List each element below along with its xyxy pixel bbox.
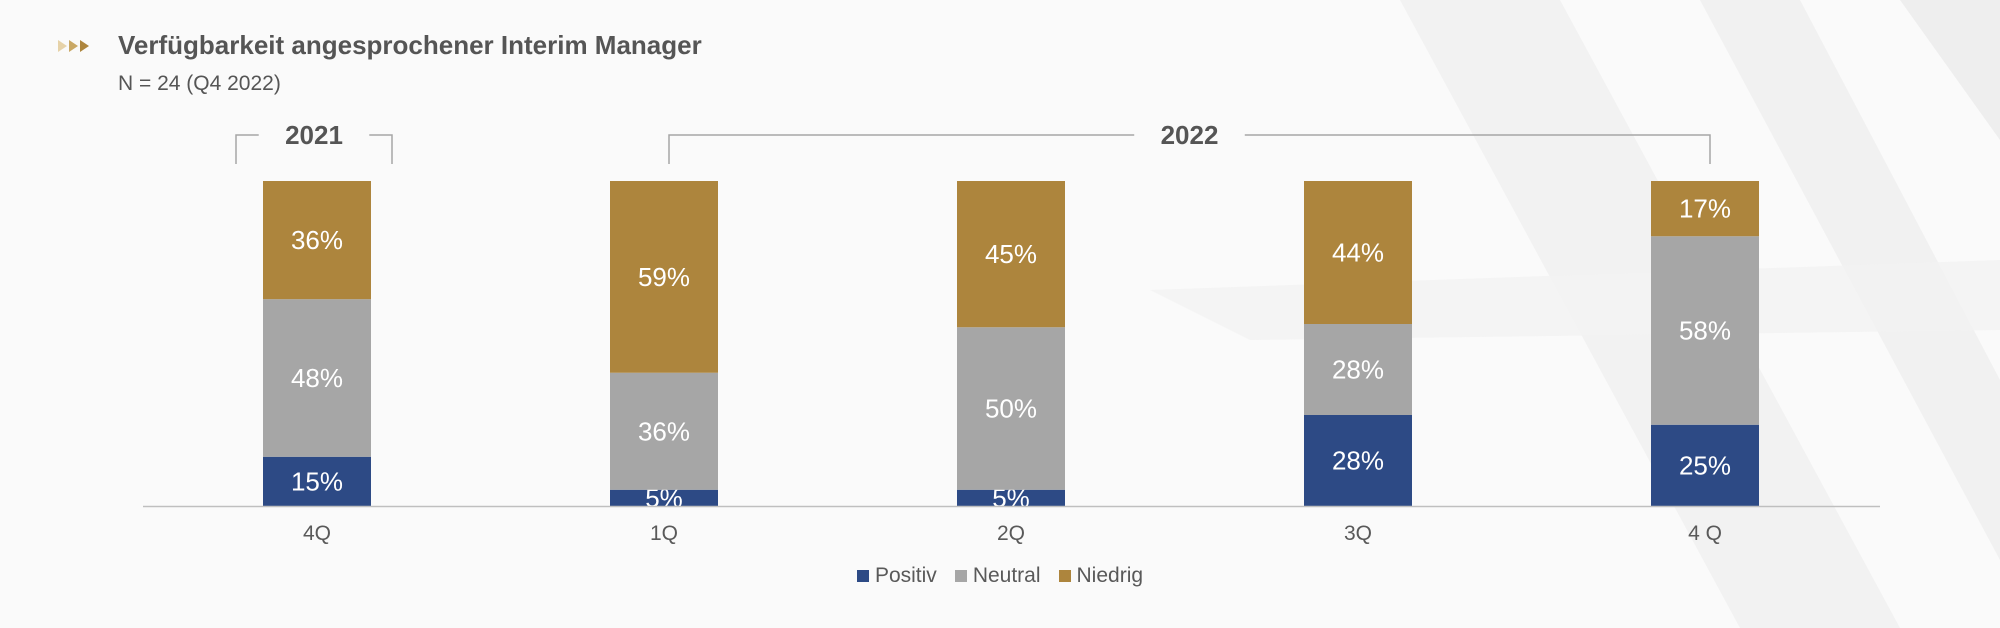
group-bracket-left <box>235 134 259 164</box>
chart-legend: Positiv Neutral Niedrig <box>0 564 2000 588</box>
legend-label: Positiv <box>874 564 937 587</box>
legend-item-niedrig: Niedrig <box>1058 564 1144 588</box>
group-bracket-right <box>369 134 393 164</box>
bar-segment-positiv <box>263 456 371 506</box>
data-label: 36% <box>291 225 343 255</box>
bar-segment-niedrig <box>1304 181 1412 324</box>
data-label: 28% <box>1332 355 1384 385</box>
bar-segment-niedrig <box>610 181 718 373</box>
bar-segment-neutral <box>957 327 1065 490</box>
group-bracket-left <box>668 134 1135 164</box>
data-label: 59% <box>638 262 690 292</box>
data-label: 48% <box>291 363 343 393</box>
legend-swatch <box>1058 570 1071 582</box>
bar-segment-neutral <box>1304 324 1412 415</box>
data-label: 25% <box>1679 450 1731 480</box>
data-label: 15% <box>291 466 343 496</box>
group-label: 2021 <box>285 120 343 150</box>
data-label: 28% <box>1332 446 1384 476</box>
group-label: 2022 <box>1161 120 1219 150</box>
x-tick-label: 1Q <box>650 522 678 545</box>
legend-item-neutral: Neutral <box>954 564 1041 588</box>
bar-segment-positiv <box>610 489 718 506</box>
bar-segment-neutral <box>263 299 371 457</box>
data-label: 36% <box>638 416 690 446</box>
x-tick-label: 2Q <box>997 522 1025 545</box>
bar-segment-neutral <box>610 372 718 490</box>
chart-subtitle: N = 24 (Q4 2022) <box>118 72 281 95</box>
bar-segment-niedrig <box>1651 181 1759 237</box>
bar-segment-positiv <box>1651 424 1759 506</box>
data-label: 44% <box>1332 238 1384 268</box>
legend-label: Niedrig <box>1076 564 1144 587</box>
data-label: 17% <box>1679 194 1731 224</box>
legend-label: Neutral <box>972 564 1041 587</box>
bar-segment-positiv <box>957 489 1065 506</box>
triple-arrow-icon <box>58 40 89 52</box>
bar-segment-niedrig <box>263 181 371 300</box>
group-bracket-right <box>1244 134 1711 164</box>
x-tick-label: 4 Q <box>1688 522 1722 545</box>
chart-title: Verfügbarkeit angesprochener Interim Man… <box>118 30 702 60</box>
bar-segment-positiv <box>1304 415 1412 506</box>
data-label: 45% <box>985 239 1037 269</box>
x-tick-label: 4Q <box>303 522 331 545</box>
x-tick-label: 3Q <box>1344 522 1372 545</box>
legend-swatch <box>954 570 967 582</box>
legend-item-positiv: Positiv <box>856 564 937 588</box>
data-label: 50% <box>985 394 1037 424</box>
bar-segment-niedrig <box>957 181 1065 328</box>
bar-segment-neutral <box>1651 236 1759 425</box>
data-label: 58% <box>1679 316 1731 346</box>
legend-swatch <box>856 570 869 582</box>
